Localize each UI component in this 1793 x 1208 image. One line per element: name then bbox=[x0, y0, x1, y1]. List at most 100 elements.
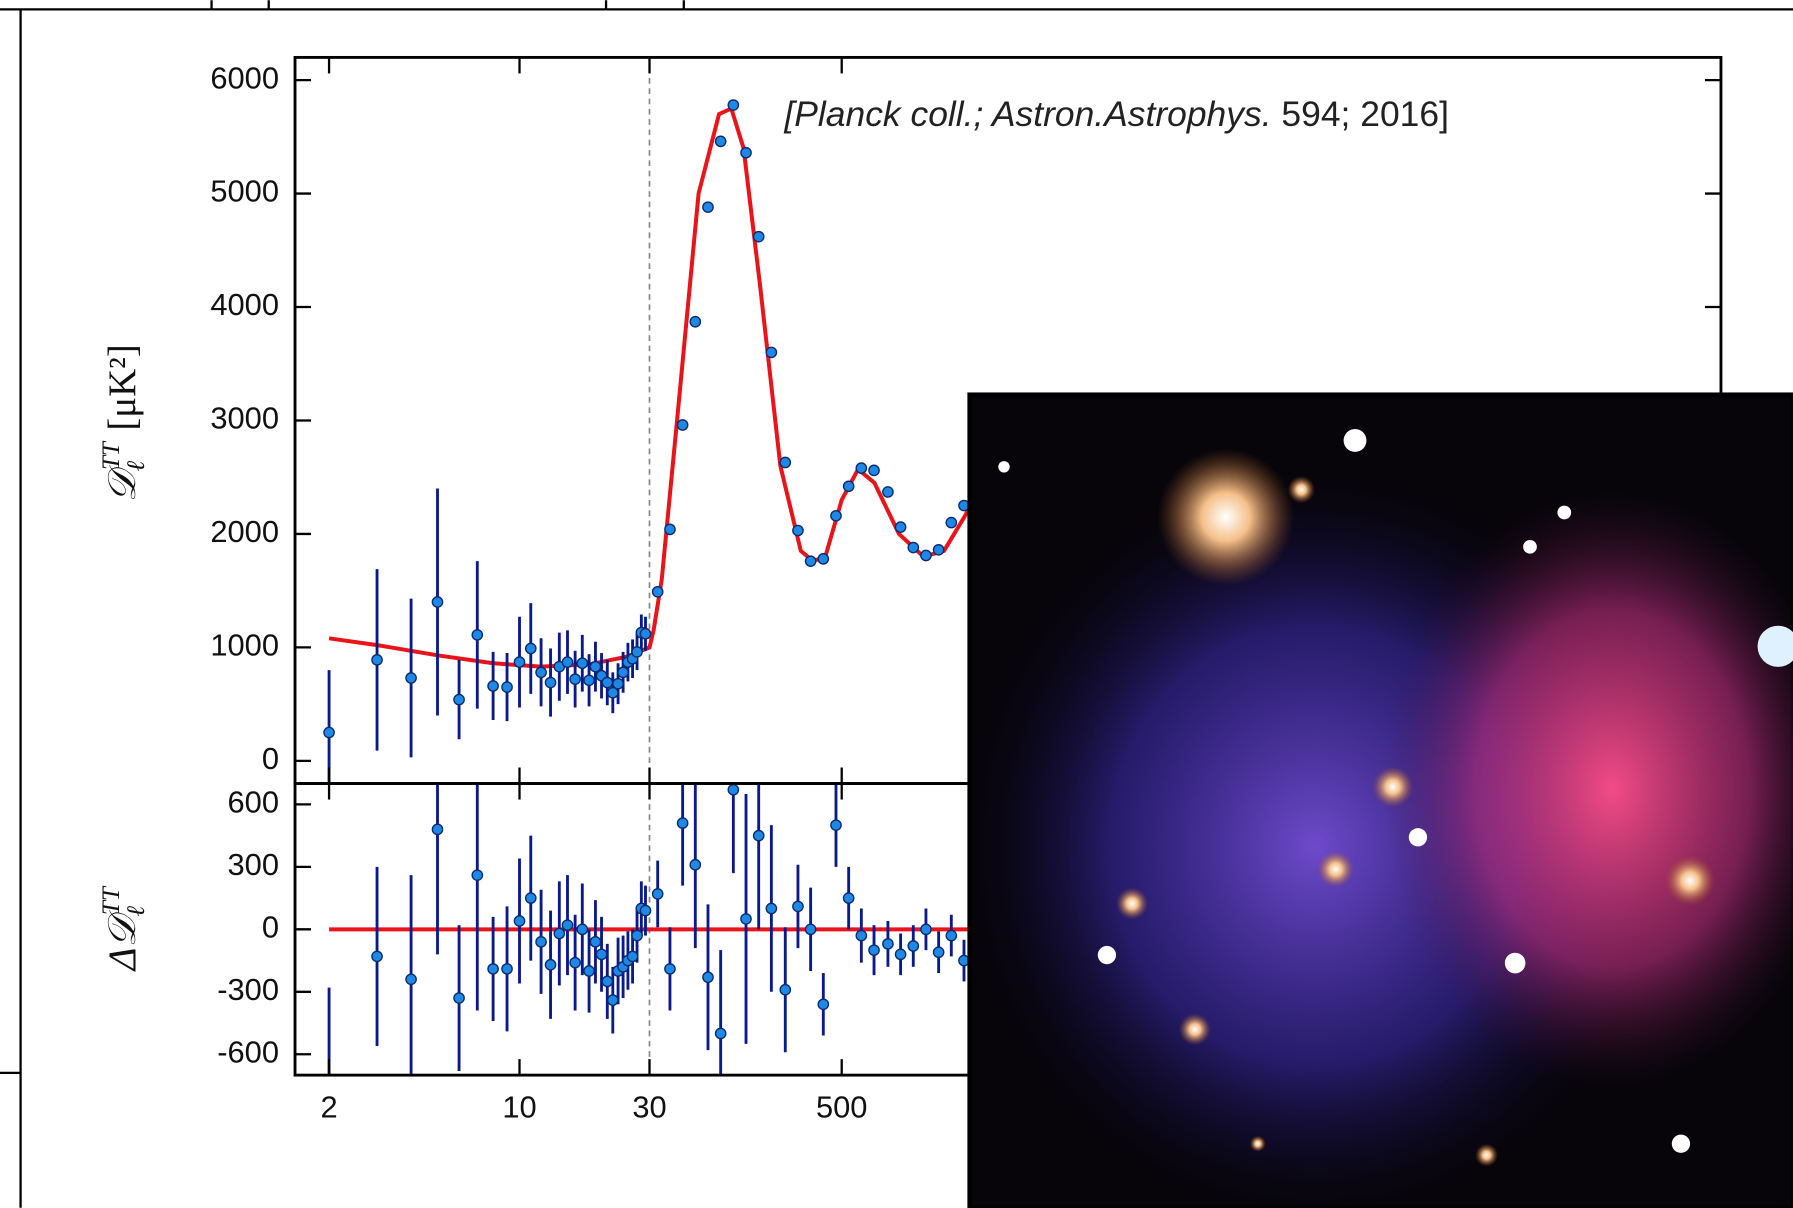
data-point bbox=[590, 662, 600, 672]
data-point bbox=[590, 937, 600, 947]
data-point bbox=[632, 647, 642, 657]
data-point bbox=[602, 976, 612, 986]
data-point bbox=[653, 587, 663, 597]
data-point bbox=[514, 916, 524, 926]
data-point bbox=[844, 481, 854, 491]
data-point bbox=[653, 889, 663, 899]
data-point bbox=[562, 920, 572, 930]
data-point bbox=[677, 420, 687, 430]
data-point bbox=[716, 1028, 726, 1038]
x-tick-label: 500 bbox=[816, 1090, 868, 1125]
photo-overlay bbox=[970, 395, 1793, 1208]
data-point bbox=[608, 995, 618, 1005]
data-point bbox=[869, 945, 879, 955]
data-point bbox=[577, 924, 587, 934]
data-point bbox=[921, 550, 931, 560]
y-tick-label: 3000 bbox=[210, 401, 279, 436]
y-axis-label: 𝒟ℓTT[μK²] bbox=[98, 344, 150, 502]
data-point bbox=[793, 901, 803, 911]
x-tick-label: 30 bbox=[632, 1090, 666, 1125]
data-point bbox=[690, 860, 700, 870]
data-point bbox=[869, 465, 879, 475]
data-point bbox=[766, 347, 776, 357]
model-curve bbox=[329, 108, 977, 666]
data-point bbox=[716, 136, 726, 146]
data-point bbox=[856, 930, 866, 940]
data-point bbox=[324, 727, 334, 737]
data-point bbox=[554, 928, 564, 938]
data-point bbox=[640, 905, 650, 915]
data-point bbox=[488, 964, 498, 974]
y-tick-label: -300 bbox=[217, 972, 279, 1007]
data-point bbox=[584, 966, 594, 976]
data-point bbox=[946, 517, 956, 527]
data-point bbox=[805, 924, 815, 934]
data-point bbox=[831, 511, 841, 521]
annotation-rest: 594; 2016] bbox=[1272, 94, 1449, 134]
data-point bbox=[780, 985, 790, 995]
y-tick-label: 4000 bbox=[210, 287, 279, 322]
data-point bbox=[502, 964, 512, 974]
data-point bbox=[545, 960, 555, 970]
data-point bbox=[921, 924, 931, 934]
y-label-prefix: Δ𝒟 bbox=[101, 910, 144, 973]
data-point bbox=[844, 893, 854, 903]
data-point bbox=[883, 487, 893, 497]
data-point bbox=[677, 818, 687, 828]
data-point bbox=[793, 525, 803, 535]
y-tick-label: 1000 bbox=[210, 628, 279, 663]
data-point bbox=[570, 674, 580, 684]
data-point bbox=[690, 317, 700, 327]
data-point bbox=[908, 941, 918, 951]
data-point bbox=[514, 657, 524, 667]
y-tick-label: 600 bbox=[228, 785, 280, 820]
data-point bbox=[665, 964, 675, 974]
data-point bbox=[545, 677, 555, 687]
data-point bbox=[665, 524, 675, 534]
data-point bbox=[754, 232, 764, 242]
data-point bbox=[536, 667, 546, 677]
data-point bbox=[454, 993, 464, 1003]
data-point bbox=[946, 930, 956, 940]
y-tick-label: 6000 bbox=[210, 60, 279, 95]
data-point bbox=[406, 974, 416, 984]
data-point bbox=[895, 522, 905, 532]
data-point bbox=[618, 667, 628, 677]
data-point bbox=[432, 824, 442, 834]
y-tick-label: 5000 bbox=[210, 174, 279, 209]
data-point bbox=[818, 554, 828, 564]
data-point bbox=[831, 820, 841, 830]
data-point bbox=[577, 658, 587, 668]
data-point bbox=[741, 148, 751, 158]
data-point bbox=[632, 930, 642, 940]
data-point bbox=[584, 675, 594, 685]
data-point bbox=[703, 202, 713, 212]
data-point bbox=[472, 870, 482, 880]
data-point bbox=[372, 951, 382, 961]
data-point bbox=[526, 893, 536, 903]
y-label-sub: ℓ bbox=[123, 460, 150, 471]
data-point bbox=[728, 100, 738, 110]
data-area bbox=[324, 57, 977, 794]
data-point bbox=[596, 949, 606, 959]
slide: 0100020003000400050006000-600-3000300600… bbox=[0, 0, 1793, 1208]
y-tick-label: 0 bbox=[262, 741, 279, 776]
x-tick-label: 2 bbox=[320, 1090, 337, 1125]
annotation: [Planck coll.; Astron.Astrophys. 594; 20… bbox=[783, 94, 1448, 134]
y-tick-label: 0 bbox=[262, 909, 279, 944]
data-point bbox=[728, 785, 738, 795]
data-point bbox=[627, 951, 637, 961]
data-point bbox=[526, 643, 536, 653]
data-point bbox=[805, 556, 815, 566]
data-point bbox=[562, 657, 572, 667]
data-point bbox=[741, 914, 751, 924]
y-label-sup: TT bbox=[98, 440, 125, 470]
data-point bbox=[895, 949, 905, 959]
data-point bbox=[372, 655, 382, 665]
data-point bbox=[640, 629, 650, 639]
y-label-sub: ℓ bbox=[123, 905, 150, 916]
data-point bbox=[502, 682, 512, 692]
data-point bbox=[454, 694, 464, 704]
x-tick-label: 10 bbox=[502, 1090, 536, 1125]
y-label-sup: TT bbox=[98, 885, 125, 915]
